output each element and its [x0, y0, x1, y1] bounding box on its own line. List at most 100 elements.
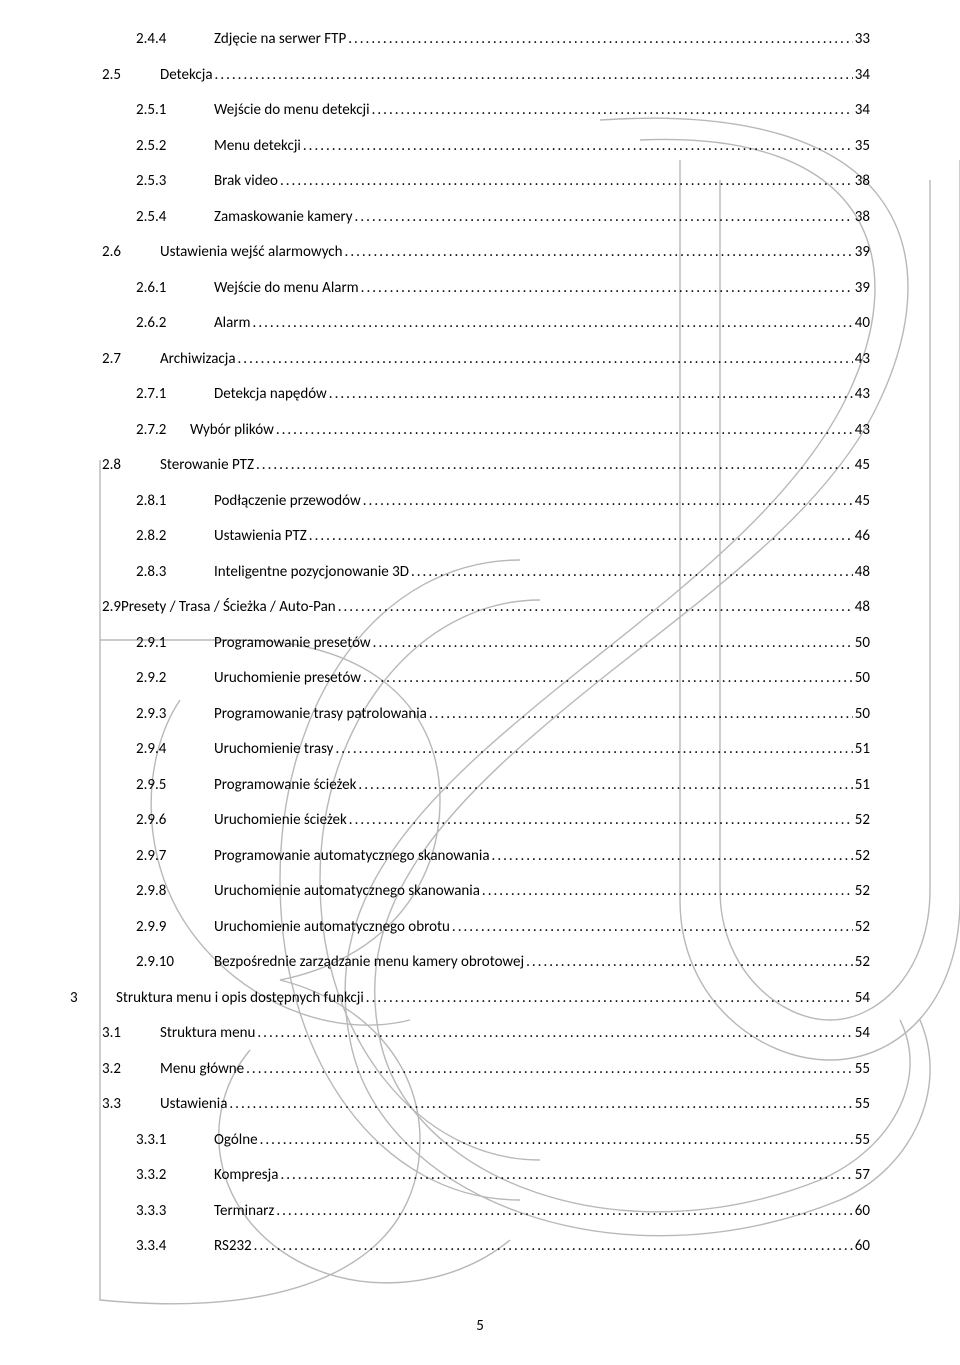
toc-dots	[238, 350, 853, 368]
toc-entry-page: 52	[855, 882, 870, 900]
toc-dots	[358, 776, 852, 794]
toc-entry: 2.9.6Uruchomienie ścieżek52	[70, 811, 870, 829]
toc-entry-title: Bezpośrednie zarządzanie menu kamery obr…	[214, 953, 524, 971]
toc-entry: 2.7.1Detekcja napędów43	[70, 385, 870, 403]
toc-entry-title: Ustawienia PTZ	[214, 527, 307, 545]
toc-dots	[280, 172, 853, 190]
toc-entry-number: 2.8.1	[136, 492, 214, 510]
toc-entry-title: Wybór plików	[190, 421, 274, 439]
toc-dots	[254, 1237, 853, 1255]
toc-entry-page: 52	[855, 847, 870, 865]
toc-entry-number: 2.5.4	[136, 208, 214, 226]
toc-dots	[361, 279, 853, 297]
toc-entry: 2.8.2Ustawienia PTZ 46	[70, 527, 870, 545]
toc-entry-page: 52	[855, 953, 870, 971]
toc-entry-number: 3.1	[102, 1024, 160, 1042]
toc-dots	[492, 847, 853, 865]
toc-entry-number: 2.9.2	[136, 669, 214, 687]
toc-dots	[526, 953, 853, 971]
toc-entry: 2.5.1Wejście do menu detekcji 34	[70, 101, 870, 119]
toc-entry-number: 2.8.2	[136, 527, 214, 545]
toc-entry-page: 38	[855, 172, 870, 190]
toc-dots	[348, 30, 853, 48]
toc-entry-title: Programowanie trasy patrolowania	[214, 705, 427, 723]
toc-entry: 2.9.8Uruchomienie automatycznego skanowa…	[70, 882, 870, 900]
toc-dots	[411, 563, 853, 581]
toc-entry: 2.9.2Uruchomienie presetów50	[70, 669, 870, 687]
toc-dots	[229, 1095, 852, 1113]
toc-entry-number: 2.9.9	[136, 918, 214, 936]
toc-entry-title: Menu detekcji	[214, 137, 301, 155]
toc-entry-page: 34	[855, 101, 870, 119]
toc-entry: 2.6.2Alarm40	[70, 314, 870, 332]
toc-entry-title: Kompresja	[214, 1166, 278, 1184]
toc-entry-number: 2.9.3	[136, 705, 214, 723]
toc-dots	[338, 598, 853, 616]
toc-entry-number: 2.6.2	[136, 314, 214, 332]
toc-entry: 3.3.3Terminarz60	[70, 1202, 870, 1220]
toc-dots	[260, 1131, 853, 1149]
toc-dots	[355, 208, 853, 226]
toc-entry-number: 2.9.6	[136, 811, 214, 829]
toc-entry-title: Podłączenie przewodów	[214, 492, 361, 510]
toc-entry-number: 2.5	[102, 66, 160, 84]
toc-entry-title: Programowanie automatycznego skanowania	[214, 847, 490, 865]
toc-entry-title: Programowanie ścieżek	[214, 776, 356, 794]
toc-entry-page: 43	[855, 385, 870, 403]
toc-entry: 2.4.4Zdjęcie na serwer FTP33	[70, 30, 870, 48]
toc-entry-title: Terminarz	[214, 1202, 274, 1220]
toc-entry: 2.5Detekcja34	[70, 66, 870, 84]
toc-entry: 2.7Archiwizacja43	[70, 350, 870, 368]
toc-entry-page: 45	[855, 456, 870, 474]
toc-entry-number: 2.9	[102, 598, 121, 616]
toc-entry-page: 35	[855, 137, 870, 155]
toc-entry: 2.8.1Podłączenie przewodów45	[70, 492, 870, 510]
toc-entry-title: Menu główne	[160, 1060, 244, 1078]
toc-entry-page: 43	[855, 421, 870, 439]
footer-page-number: 5	[0, 1317, 960, 1335]
toc-entry-title: Ustawienia wejść alarmowych	[160, 243, 343, 261]
toc-entry-number: 2.5.1	[136, 101, 214, 119]
toc-entry-number: 2.8	[102, 456, 160, 474]
toc-entry-page: 54	[855, 989, 870, 1007]
toc-entry-title: Wejście do menu Alarm	[214, 279, 359, 297]
toc-entry-number: 3	[70, 989, 116, 1007]
toc-entry-page: 43	[855, 350, 870, 368]
toc-entry-page: 39	[855, 243, 870, 261]
toc-dots	[280, 1166, 852, 1184]
toc-entry-page: 38	[855, 208, 870, 226]
toc-entry: 2.9.1Programowanie presetów50	[70, 634, 870, 652]
toc-entry: 2.9.3Programowanie trasy patrolowania 50	[70, 705, 870, 723]
toc-entry-page: 57	[855, 1166, 870, 1184]
toc-entry-number: 2.9.5	[136, 776, 214, 794]
toc-entry: 2.8.3Inteligentne pozycjonowanie 3D48	[70, 563, 870, 581]
toc-dots	[309, 527, 853, 545]
toc-entry-title: Presety / Trasa / Ścieżka / Auto-Pan	[121, 598, 336, 616]
toc-entry-title: Detekcja	[160, 66, 213, 84]
toc-entry-title: Wejście do menu detekcji	[214, 101, 370, 119]
toc-dots	[429, 705, 853, 723]
toc-dots	[345, 243, 853, 261]
toc-entry-number: 3.3.4	[136, 1237, 214, 1255]
toc-entry-page: 50	[855, 705, 870, 723]
toc-entry-page: 60	[855, 1202, 870, 1220]
toc-entry-page: 60	[855, 1237, 870, 1255]
toc-entry: 2.5.4Zamaskowanie kamery 38	[70, 208, 870, 226]
toc-entry-number: 2.5.3	[136, 172, 214, 190]
toc-entry: 2.8Sterowanie PTZ45	[70, 456, 870, 474]
toc-entry-page: 55	[855, 1095, 870, 1113]
toc-entry-page: 46	[855, 527, 870, 545]
toc-entry-title: Archiwizacja	[160, 350, 236, 368]
toc-entry-number: 2.5.2	[136, 137, 214, 155]
toc-entry-page: 54	[855, 1024, 870, 1042]
toc-dots	[482, 882, 853, 900]
toc-dots	[349, 811, 853, 829]
toc-dots	[363, 492, 853, 510]
toc-dots	[303, 137, 853, 155]
toc-dots	[335, 740, 852, 758]
toc-dots	[329, 385, 853, 403]
toc-dots	[276, 421, 853, 439]
toc-entry-number: 2.6.1	[136, 279, 214, 297]
toc-entry-title: Zamaskowanie kamery	[214, 208, 353, 226]
toc-dots	[452, 918, 853, 936]
